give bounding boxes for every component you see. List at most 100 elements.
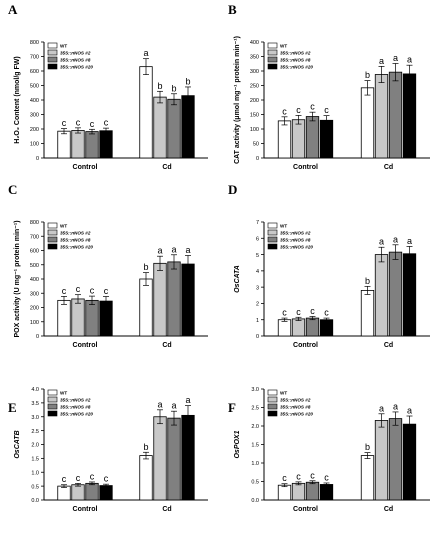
x-category-label: Cd: [162, 164, 171, 171]
significance-letter: b: [365, 442, 370, 452]
bar: [360, 87, 375, 159]
legend-swatch: [267, 229, 278, 236]
panel-a: A 0 100 200 300 400 500 600 700 800 H₂O₂ Content (…: [8, 2, 208, 171]
y-tick-label: 800: [30, 220, 39, 226]
panel-c: C 0 100 200 300 400 500 600 700 800 POX activity (…: [8, 182, 208, 349]
y-tick-label: 600: [30, 69, 39, 75]
significance-letter: a: [157, 399, 162, 409]
legend-swatch: [47, 389, 58, 396]
x-category-label: Cd: [384, 506, 393, 513]
legend-swatch: [47, 410, 58, 417]
bar: [319, 119, 334, 159]
y-tick-label: 1.5: [31, 457, 39, 463]
x-category-label: Control: [73, 342, 98, 349]
legend-swatch: [267, 396, 278, 403]
significance-letter: a: [157, 246, 162, 256]
x-category-label: Control: [293, 164, 318, 171]
bar: [85, 482, 99, 501]
y-tick-label: 100: [30, 142, 39, 148]
bar: [71, 130, 85, 159]
x-category-label: Cd: [162, 342, 171, 349]
significance-letter: b: [143, 262, 148, 272]
legend-swatch: [47, 49, 58, 56]
y-tick-label: 0: [36, 156, 39, 162]
legend-label: WT: [60, 224, 67, 229]
legend-swatch: [267, 403, 278, 410]
legend-swatch: [267, 42, 278, 49]
significance-letter: a: [379, 237, 384, 247]
y-axis-label: OsCATB: [14, 430, 21, 458]
bar: [402, 423, 417, 501]
y-tick-label: 500: [30, 84, 39, 90]
significance-letter: c: [62, 474, 67, 484]
legend-label: 35S::nNOS #2: [60, 398, 91, 403]
significance-letter: b: [365, 70, 370, 80]
y-tick-label: 100: [250, 127, 259, 133]
bar: [99, 300, 113, 337]
legend-label: WT: [60, 44, 67, 49]
legend-label: 35S::nNOS #2: [280, 398, 311, 403]
panel-letter: C: [8, 182, 17, 197]
significance-letter: c: [76, 117, 81, 127]
significance-letter: c: [310, 470, 315, 480]
bar: [71, 484, 85, 501]
legend-label: WT: [280, 391, 287, 396]
bar: [291, 318, 306, 337]
y-tick-label: 400: [250, 40, 259, 46]
legend-swatch: [267, 410, 278, 417]
legend-label: 35S::nNOS #8: [280, 58, 311, 63]
significance-letter: c: [104, 118, 109, 128]
legend-label: 35S::nNOS #2: [60, 231, 91, 236]
y-tick-label: 1.0: [251, 461, 259, 467]
y-tick-label: 200: [250, 98, 259, 104]
significance-letter: b: [157, 81, 162, 91]
significance-letter: a: [407, 236, 412, 246]
y-tick-label: 0.0: [251, 498, 259, 504]
significance-letter: a: [185, 395, 190, 405]
bar: [360, 455, 375, 501]
bar: [374, 254, 389, 337]
significance-letter: b: [185, 76, 190, 86]
y-tick-label: 3: [256, 285, 259, 291]
bar: [374, 74, 389, 159]
bar: [57, 299, 71, 337]
significance-letter: c: [62, 118, 67, 128]
bar: [360, 289, 375, 337]
legend-swatch: [267, 49, 278, 56]
significance-letter: b: [171, 83, 176, 93]
legend-swatch: [47, 63, 58, 70]
y-tick-label: 0: [256, 334, 259, 340]
significance-letter: c: [90, 286, 95, 296]
legend-swatch: [267, 56, 278, 63]
bar: [139, 455, 153, 501]
panel-b: B 0 50 100 150 200 250 300 350 400 CAT activity (μ…: [228, 2, 430, 171]
bar: [167, 417, 181, 501]
x-category-label: Cd: [384, 342, 393, 349]
legend-label: 35S::nNOS #20: [60, 245, 93, 250]
bar: [305, 116, 320, 159]
y-tick-label: 0.5: [251, 480, 259, 486]
legend-swatch: [47, 42, 58, 49]
x-category-label: Control: [73, 506, 98, 513]
bar: [181, 414, 195, 501]
significance-letter: c: [282, 106, 287, 116]
legend-swatch: [267, 63, 278, 70]
bar: [388, 251, 403, 337]
x-category-label: Control: [293, 506, 318, 513]
bar: [277, 484, 292, 501]
legend-label: 35S::nNOS #8: [60, 58, 91, 63]
y-tick-label: 4: [256, 269, 259, 275]
y-axis-label: OsPOX1: [234, 430, 241, 458]
bar: [291, 482, 306, 501]
significance-letter: c: [310, 102, 315, 112]
significance-letter: c: [76, 284, 81, 294]
y-tick-label: 700: [30, 234, 39, 240]
legend-label: 35S::nNOS #2: [60, 51, 91, 56]
significance-letter: a: [185, 245, 190, 255]
legend-swatch: [267, 243, 278, 250]
bar: [388, 71, 403, 159]
panel-e: E 0.0 0.5 1.0 1.5 2.0 2.5 3.0 3.5 4.0 OsCATB Contro…: [8, 387, 208, 513]
y-tick-label: 350: [250, 55, 259, 61]
legend-label: WT: [60, 391, 67, 396]
